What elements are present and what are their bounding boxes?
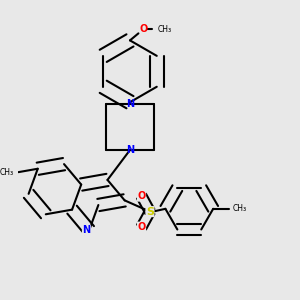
Text: CH₃: CH₃ [158,25,172,34]
Text: O: O [140,24,148,34]
Text: N: N [126,145,134,155]
Text: CH₃: CH₃ [233,204,247,213]
Text: O: O [137,222,146,232]
Text: N: N [126,99,134,109]
Text: CH₃: CH₃ [0,168,14,177]
Text: O: O [137,191,146,201]
Text: N: N [82,225,91,235]
Text: S: S [146,207,154,217]
